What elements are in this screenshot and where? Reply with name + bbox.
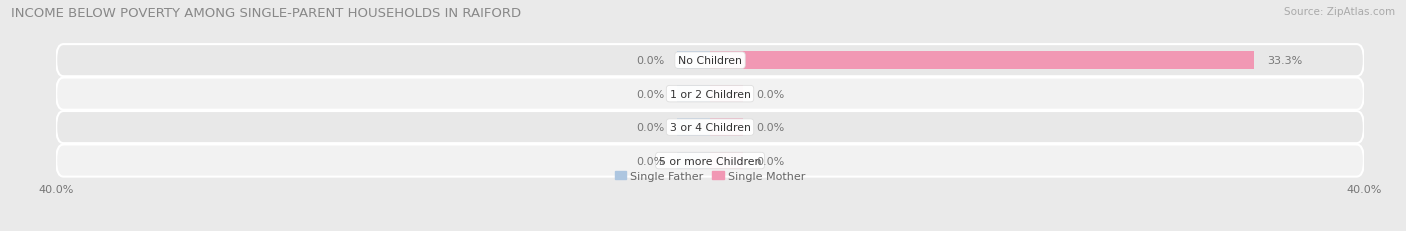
FancyBboxPatch shape	[56, 112, 1364, 143]
Text: INCOME BELOW POVERTY AMONG SINGLE-PARENT HOUSEHOLDS IN RAIFORD: INCOME BELOW POVERTY AMONG SINGLE-PARENT…	[11, 7, 522, 20]
Text: 0.0%: 0.0%	[636, 156, 664, 166]
Bar	[710, 152, 742, 170]
Text: 0.0%: 0.0%	[756, 123, 785, 133]
Legend: Single Father, Single Mother: Single Father, Single Mother	[610, 167, 810, 186]
Text: 0.0%: 0.0%	[636, 89, 664, 99]
Bar	[678, 85, 710, 103]
Text: 5 or more Children: 5 or more Children	[659, 156, 761, 166]
Bar	[678, 52, 710, 70]
Text: 0.0%: 0.0%	[636, 123, 664, 133]
Bar	[678, 119, 710, 136]
Text: 33.3%: 33.3%	[1267, 56, 1302, 66]
Text: 0.0%: 0.0%	[636, 56, 664, 66]
Text: 0.0%: 0.0%	[756, 89, 785, 99]
Text: 0.0%: 0.0%	[756, 156, 785, 166]
Text: No Children: No Children	[678, 56, 742, 66]
Bar	[710, 85, 742, 103]
Bar	[678, 152, 710, 170]
Text: Source: ZipAtlas.com: Source: ZipAtlas.com	[1284, 7, 1395, 17]
FancyBboxPatch shape	[56, 78, 1364, 110]
FancyBboxPatch shape	[56, 145, 1364, 177]
Text: 1 or 2 Children: 1 or 2 Children	[669, 89, 751, 99]
Text: 3 or 4 Children: 3 or 4 Children	[669, 123, 751, 133]
FancyBboxPatch shape	[56, 45, 1364, 77]
Bar	[710, 52, 1254, 70]
Bar	[710, 119, 742, 136]
